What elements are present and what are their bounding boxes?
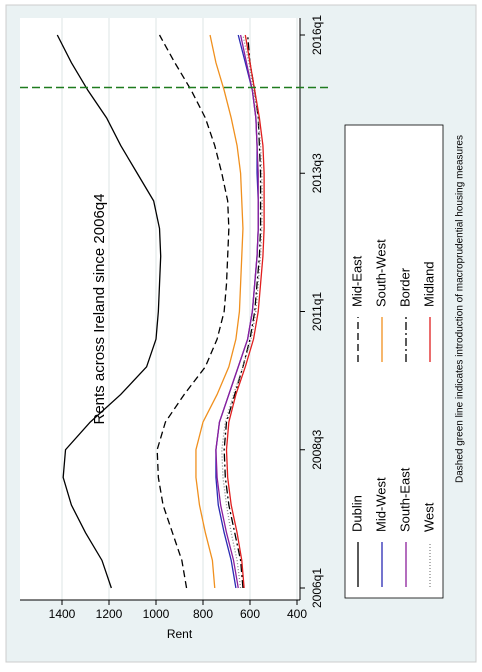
legend-label: Dublin	[349, 495, 364, 532]
legend-label: South-East	[397, 467, 412, 532]
y-tick-label: 1000	[143, 607, 170, 621]
legend-label: West	[421, 502, 436, 532]
x-tick-label: 2006q1	[310, 568, 324, 608]
x-tick-label: 2013q3	[310, 153, 324, 193]
y-tick-label: 600	[240, 607, 260, 621]
series-line	[215, 34, 259, 589]
legend-label: Mid-East	[349, 255, 364, 307]
rotated-chart: Rents across Ireland since 2006q4 Dashed…	[5, 4, 477, 663]
y-tick-label: 400	[287, 607, 307, 621]
legend-label: Mid-West	[373, 477, 388, 532]
series-line	[223, 34, 262, 589]
legend-label: Border	[397, 267, 412, 307]
x-tick-label: 2008q3	[310, 429, 324, 469]
y-tick-label: 1400	[49, 607, 76, 621]
series-line	[221, 34, 263, 589]
series-line	[195, 34, 244, 589]
legend-label: Midland	[421, 261, 436, 307]
series-line	[225, 34, 265, 589]
y-axis-title: Rent	[167, 627, 193, 641]
y-tick-label: 1200	[96, 607, 123, 621]
x-tick-label: 2016q1	[310, 15, 324, 55]
y-tick-label: 800	[193, 607, 213, 621]
plot-area	[20, 18, 300, 600]
legend-label: South-West	[373, 239, 388, 307]
chart-title: Rents across Ireland since 2006q4	[91, 194, 108, 425]
x-tick-label: 2011q1	[310, 292, 324, 331]
series-line	[156, 34, 230, 589]
legend-box	[344, 124, 444, 599]
note: Dashed green line indicates introduction…	[455, 135, 466, 483]
series-line	[56, 34, 162, 589]
